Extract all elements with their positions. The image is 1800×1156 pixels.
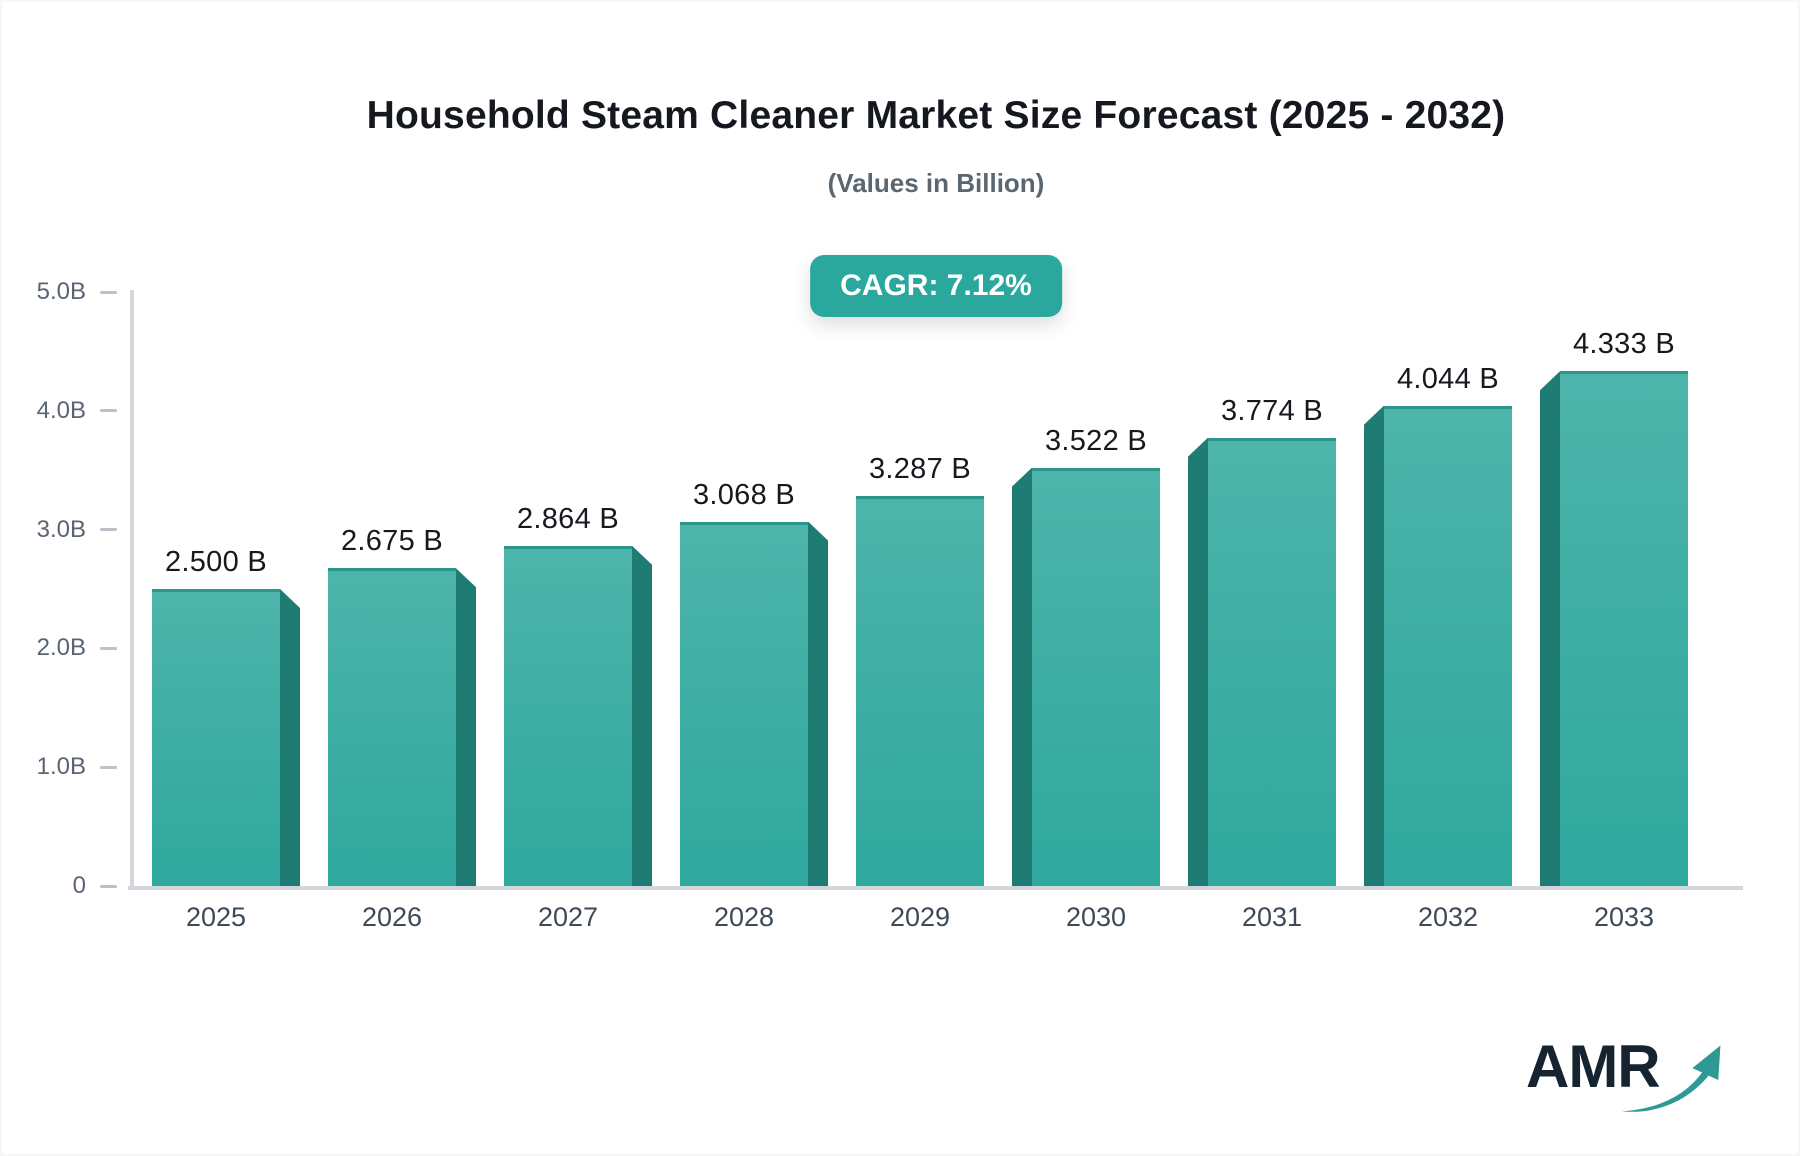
page-title: Household Steam Cleaner Market Size Fore… bbox=[366, 94, 1506, 137]
bar-side-2026 bbox=[456, 568, 476, 886]
x-axis-label-2033: 2033 bbox=[1593, 902, 1655, 932]
x-axis-label-2025: 2025 bbox=[185, 902, 247, 932]
bar-2028[interactable] bbox=[680, 521, 808, 886]
y-axis-tick-label: 1.0B bbox=[36, 753, 86, 781]
bar-value-label-2033: 4.333 B bbox=[1572, 328, 1676, 361]
bar-side-2032 bbox=[1364, 405, 1384, 886]
y-axis-tick bbox=[100, 884, 117, 888]
bar-value-label-2029: 3.287 B bbox=[868, 452, 972, 485]
y-axis-tick bbox=[100, 290, 117, 294]
bar-value-label-2025: 2.500 B bbox=[164, 546, 268, 578]
bar-value-label-2032: 4.044 B bbox=[1396, 362, 1500, 395]
bar-2033[interactable] bbox=[1560, 371, 1688, 886]
x-axis-label-2032: 2032 bbox=[1417, 902, 1479, 932]
bar-2029[interactable] bbox=[856, 495, 984, 886]
bar-side-2033 bbox=[1540, 371, 1560, 886]
x-axis-label-2027: 2027 bbox=[537, 902, 599, 932]
bar-side-2025 bbox=[280, 589, 300, 886]
y-axis-tick-label: 5.0B bbox=[36, 278, 86, 305]
bar-value-label-2031: 3.774 B bbox=[1220, 394, 1324, 427]
y-axis-tick bbox=[100, 528, 117, 532]
amr-logo-text: AMR bbox=[1526, 1033, 1661, 1100]
x-axis-label-2030: 2030 bbox=[1065, 902, 1127, 932]
page-subtitle: (Values in Billion) bbox=[827, 168, 1045, 198]
cagr-badge: CAGR: 7.12% bbox=[810, 255, 1062, 317]
bar-value-label-2026: 2.675 B bbox=[340, 525, 444, 558]
y-axis-tick-label: 0 bbox=[72, 872, 86, 899]
bar-2025[interactable] bbox=[152, 589, 280, 886]
growth-arrow-icon bbox=[1622, 1045, 1721, 1112]
bar-2032[interactable] bbox=[1384, 405, 1512, 886]
bar-value-label-2030: 3.522 B bbox=[1044, 424, 1148, 457]
bar-2030[interactable] bbox=[1032, 467, 1160, 886]
y-axis-line bbox=[130, 290, 134, 886]
y-axis-tick bbox=[100, 409, 117, 413]
bar-value-label-2027: 2.864 B bbox=[516, 502, 620, 535]
x-axis-label-2029: 2029 bbox=[889, 902, 951, 932]
x-axis-label-2028: 2028 bbox=[713, 902, 775, 932]
amr-logo: AMR bbox=[1526, 1032, 1746, 1127]
bar-2027[interactable] bbox=[504, 545, 632, 886]
x-axis-line bbox=[128, 886, 1743, 890]
x-axis-label-2026: 2026 bbox=[361, 902, 423, 932]
bar-2026[interactable] bbox=[328, 568, 456, 886]
bar-2031[interactable] bbox=[1208, 437, 1336, 886]
bar-value-label-2028: 3.068 B bbox=[692, 478, 796, 511]
y-axis-tick bbox=[100, 765, 117, 769]
y-axis-tick-label: 2.0B bbox=[36, 634, 86, 662]
bar-side-2031 bbox=[1188, 437, 1208, 886]
y-axis-tick bbox=[100, 646, 117, 650]
bar-side-2030 bbox=[1012, 467, 1032, 886]
bar-side-2027 bbox=[632, 545, 652, 886]
bar-side-2028 bbox=[808, 521, 828, 886]
x-axis-label-2031: 2031 bbox=[1241, 902, 1303, 932]
y-axis-tick-label: 3.0B bbox=[36, 515, 86, 543]
y-axis-tick-label: 4.0B bbox=[36, 396, 86, 424]
